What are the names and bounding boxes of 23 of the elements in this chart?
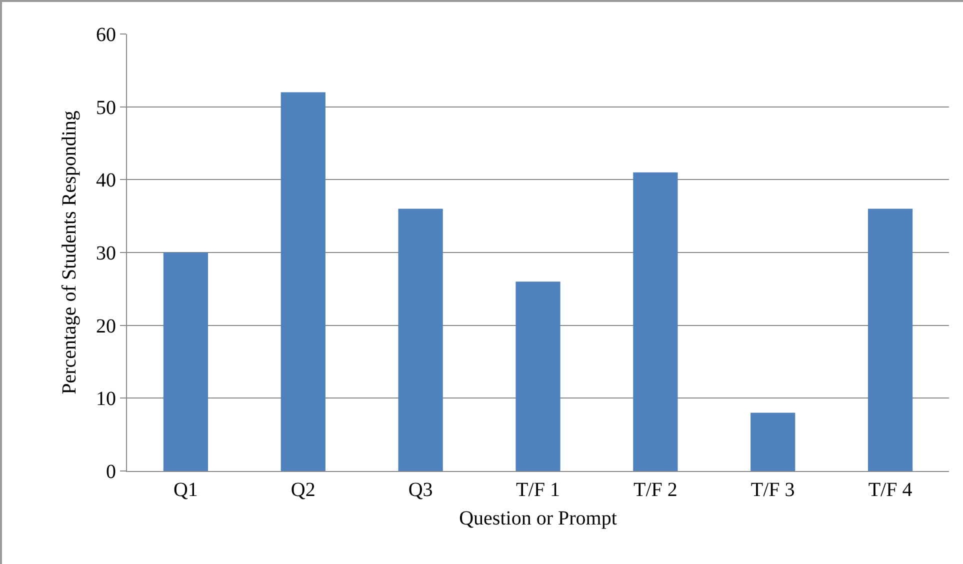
- bar: [516, 282, 560, 471]
- bar: [398, 208, 443, 471]
- x-tick-label: Q2: [290, 479, 316, 501]
- bar: [868, 208, 913, 471]
- bar: [633, 172, 678, 471]
- y-tick-label: 60: [96, 24, 116, 46]
- x-tick-label: T/F 2: [633, 479, 678, 501]
- y-tick-label: 20: [96, 315, 116, 338]
- bar: [163, 252, 208, 471]
- y-tick-label: 50: [96, 96, 116, 119]
- y-tick-label: 30: [96, 242, 116, 264]
- x-tick-label: Q3: [408, 479, 433, 501]
- y-tick-label: 0: [106, 461, 116, 483]
- x-tick-label: T/F 1: [516, 479, 560, 501]
- x-axis-title: Question or Prompt: [459, 508, 618, 530]
- bar: [750, 412, 796, 471]
- y-tick-label: 40: [96, 170, 116, 192]
- x-tick-label: T/F 4: [868, 479, 912, 501]
- y-axis-title: Percentage of Students Responding: [58, 110, 80, 394]
- x-tick-label: T/F 3: [750, 479, 795, 501]
- bar: [280, 92, 326, 471]
- y-tick-label: 10: [96, 388, 116, 410]
- x-tick-label: Q1: [173, 479, 198, 501]
